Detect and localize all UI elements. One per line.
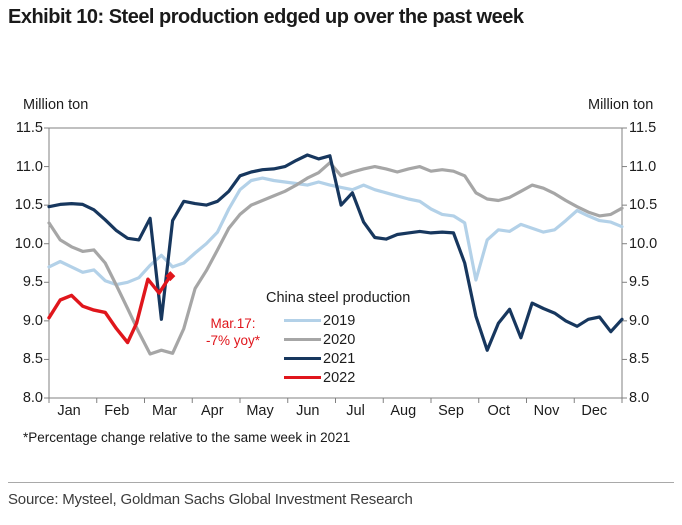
legend: China steel production 2019 2020 2021 2022: [266, 290, 410, 387]
x-axis-month-label: Feb: [104, 403, 130, 419]
y-axis-tick-label: 8.0: [629, 390, 650, 406]
series-line-2019: [47, 176, 624, 287]
y-axis-tick-label: 8.5: [22, 351, 43, 368]
legend-item-label: 2019: [323, 312, 356, 329]
legend-item-2020: 2020: [266, 330, 410, 349]
y-axis-tick-label: 11.0: [629, 158, 657, 175]
y-axis-tick-label: 11.0: [15, 158, 43, 175]
y-axis-tick-label: 8.5: [629, 351, 650, 368]
annotation-mar17: Mar.17: -7% yoy*: [187, 315, 279, 349]
y-axis-tick-label: 9.5: [22, 274, 43, 291]
x-axis-month-label: Aug: [390, 403, 417, 419]
legend-title: China steel production: [266, 290, 411, 306]
y-axis-tick-label: 11.5: [629, 120, 657, 136]
legend-swatch-2021: [284, 356, 321, 361]
source-line: Source: Mysteel, Goldman Sachs Global In…: [8, 491, 413, 508]
y-axis-tick-label: 10.0: [14, 235, 43, 252]
series-line-2022: [47, 274, 173, 345]
divider: [8, 482, 674, 483]
footnote: *Percentage change relative to the same …: [23, 430, 351, 445]
annotation-line1: Mar.17:: [210, 316, 256, 331]
y-axis-tick-label: 9.0: [629, 312, 650, 329]
y-axis-unit-right: Million ton: [588, 97, 654, 113]
y-axis-unit-left: Million ton: [23, 97, 89, 113]
legend-item-label: 2021: [323, 350, 356, 367]
y-axis-tick-label: 10.5: [14, 197, 43, 214]
x-axis-month-label: Apr: [201, 403, 224, 419]
x-axis-month-label: Mar: [152, 403, 178, 419]
legend-item-label: 2020: [323, 331, 356, 348]
annotation-line2: -7% yoy*: [205, 333, 261, 348]
x-axis-month-label: Jun: [296, 403, 320, 419]
x-axis-month-label: Jul: [346, 403, 365, 419]
y-axis-tick-label: 11.5: [15, 120, 43, 136]
x-axis-month-label: Sep: [438, 403, 464, 419]
y-axis-tick-label: 9.0: [22, 312, 43, 329]
series-end-marker-2022: [165, 271, 176, 282]
x-axis-month-label: May: [246, 403, 274, 419]
x-axis-month-label: Oct: [487, 403, 511, 419]
x-axis-month-label: Nov: [533, 403, 560, 419]
chart-plot: [44, 127, 627, 403]
legend-swatch-2019: [284, 318, 321, 323]
y-axis-tick-label: 10.5: [629, 197, 658, 214]
x-axis-month-label: Dec: [581, 403, 608, 419]
legend-item-label: 2022: [323, 369, 356, 386]
series-line-2021: [47, 153, 624, 352]
y-axis-tick-label: 9.5: [629, 274, 650, 291]
series-line-2020: [47, 161, 624, 356]
y-axis-tick-label: 8.0: [22, 390, 43, 406]
legend-item-2022: 2022: [266, 368, 410, 387]
legend-items: 2019 2020 2021 2022: [266, 311, 410, 387]
x-axis-month-label: Jan: [57, 403, 81, 419]
y-axis-tick-label: 10.0: [629, 235, 658, 252]
exhibit-title: Exhibit 10: Steel production edged up ov…: [8, 6, 524, 28]
legend-swatch-2020: [284, 337, 321, 342]
legend-item-2019: 2019: [266, 311, 410, 330]
legend-item-2021: 2021: [266, 349, 410, 368]
legend-swatch-2022: [284, 375, 321, 380]
